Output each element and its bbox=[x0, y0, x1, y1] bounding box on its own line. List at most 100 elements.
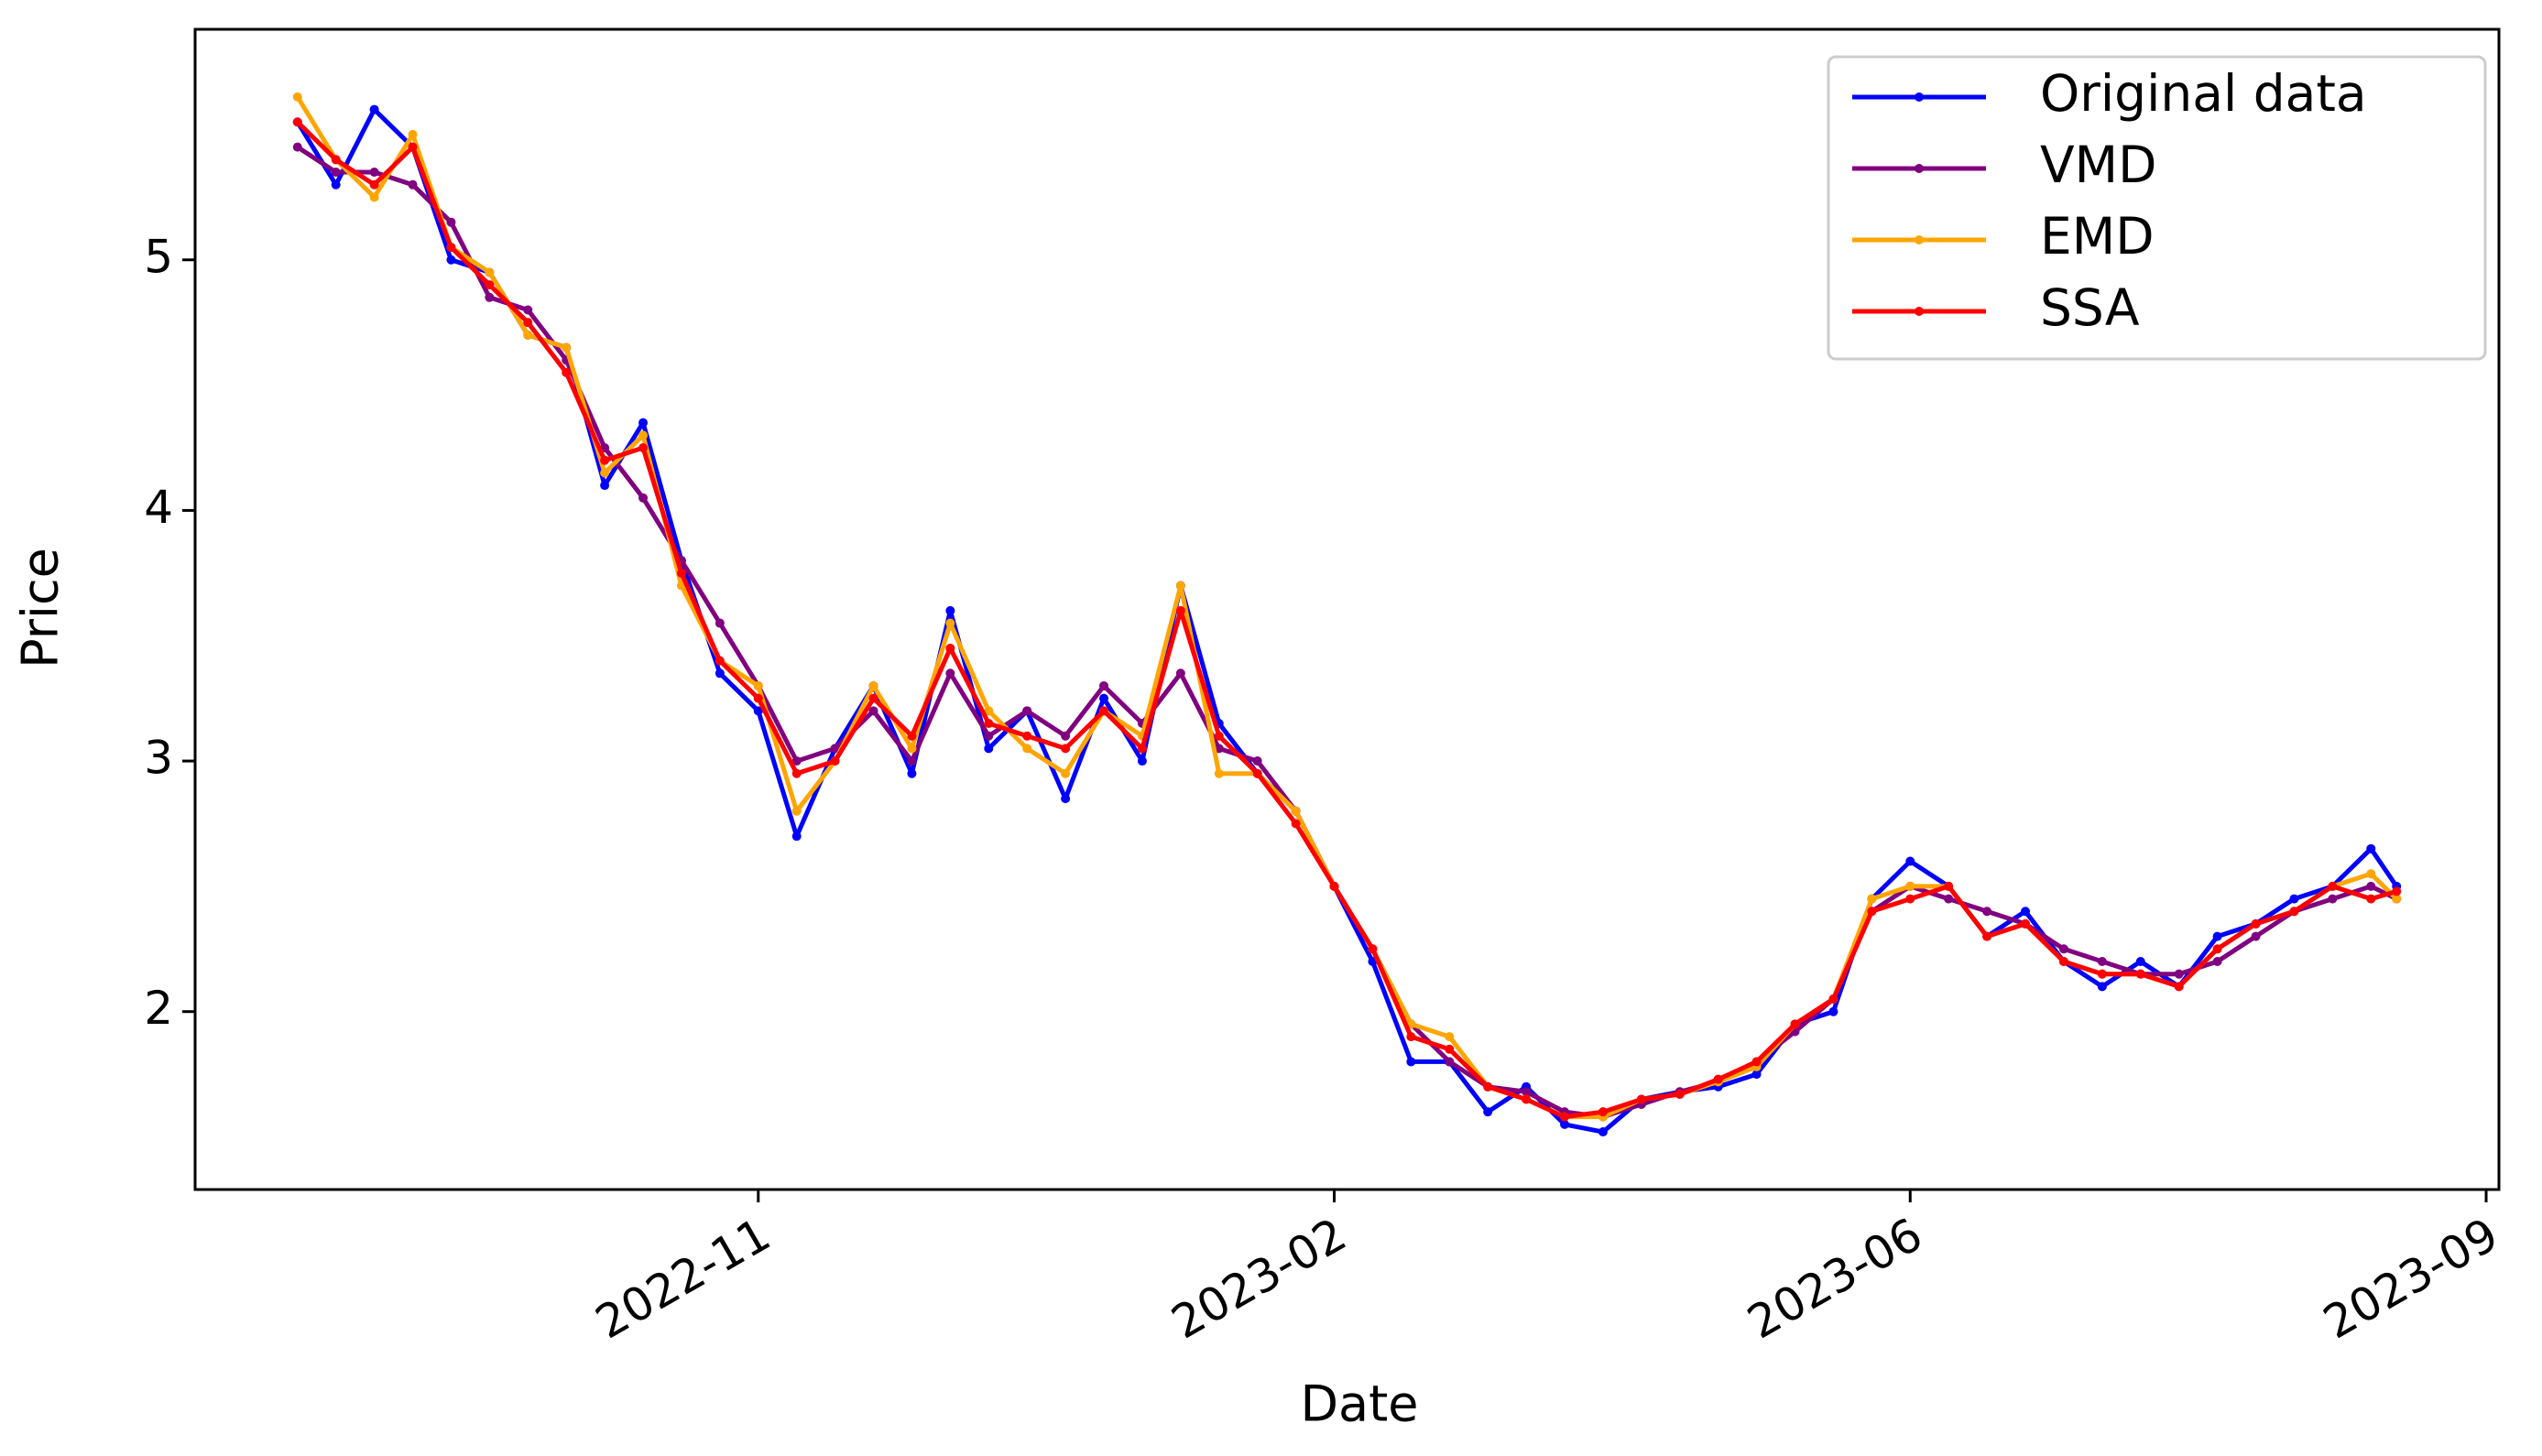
series-point bbox=[2097, 982, 2107, 992]
series-point bbox=[1828, 994, 1838, 1005]
series-point bbox=[2328, 881, 2338, 891]
series-point bbox=[2174, 982, 2184, 992]
series-point bbox=[868, 693, 878, 703]
series-point bbox=[1598, 1127, 1608, 1137]
series-point bbox=[2212, 944, 2222, 954]
series-point bbox=[369, 179, 379, 190]
series-point bbox=[1061, 744, 1071, 754]
legend-marker bbox=[1915, 164, 1924, 173]
series-point bbox=[638, 442, 649, 452]
series-point bbox=[523, 330, 533, 340]
series-point bbox=[1061, 794, 1071, 804]
legend-label: VMD bbox=[2040, 136, 2156, 194]
series-point bbox=[2392, 894, 2402, 904]
series-point bbox=[1867, 894, 1877, 904]
y-tick-label: 5 bbox=[144, 230, 173, 283]
series-point bbox=[446, 243, 456, 253]
series-point bbox=[1713, 1074, 1723, 1084]
series-point bbox=[1828, 1006, 1838, 1016]
series-point bbox=[791, 831, 802, 842]
series-point bbox=[1368, 944, 1378, 954]
series-point bbox=[446, 255, 456, 265]
series-point bbox=[1560, 1112, 1570, 1122]
legend-label: SSA bbox=[2040, 278, 2140, 337]
series-point bbox=[331, 167, 341, 177]
series-point bbox=[1445, 1057, 1455, 1067]
series-point bbox=[2212, 931, 2222, 941]
x-tick-label: 2022-11 bbox=[587, 1208, 780, 1350]
series-point bbox=[1022, 744, 1032, 754]
series-point bbox=[1636, 1094, 1646, 1104]
series-point bbox=[2289, 907, 2299, 917]
series-point bbox=[753, 706, 763, 716]
series-point bbox=[1061, 768, 1071, 778]
x-axis-label: Date bbox=[1300, 1375, 1418, 1433]
series-point bbox=[523, 318, 533, 328]
series-point bbox=[1675, 1090, 1685, 1100]
series-point bbox=[408, 142, 418, 152]
series-point bbox=[1252, 756, 1262, 766]
x-tick-label: 2023-06 bbox=[1739, 1208, 1931, 1350]
series-point bbox=[715, 668, 725, 679]
series-point bbox=[600, 481, 610, 491]
series-point bbox=[292, 92, 302, 102]
series-point bbox=[1406, 1032, 1416, 1042]
series-point bbox=[1291, 806, 1301, 816]
series-point bbox=[292, 117, 302, 127]
series-point bbox=[369, 192, 379, 202]
series-point bbox=[907, 756, 917, 766]
series-point bbox=[2251, 931, 2261, 941]
series-point bbox=[1867, 907, 1877, 917]
series-point bbox=[791, 756, 802, 766]
legend-box bbox=[1827, 55, 2487, 361]
x-tick-label: 2023-09 bbox=[2315, 1208, 2507, 1350]
series-point bbox=[1905, 881, 1915, 891]
series-point bbox=[638, 493, 649, 503]
series-point bbox=[1175, 581, 1185, 591]
legend-marker bbox=[1915, 235, 1924, 244]
series-point bbox=[408, 129, 418, 139]
series-point bbox=[2212, 956, 2222, 966]
series-point bbox=[369, 167, 379, 177]
series-point bbox=[1252, 768, 1262, 778]
series-point bbox=[945, 668, 955, 679]
series-point bbox=[2328, 894, 2338, 904]
series-point bbox=[2366, 894, 2376, 904]
y-tick-label: 2 bbox=[144, 982, 173, 1035]
series-point bbox=[1790, 1019, 1800, 1029]
series-point bbox=[1022, 731, 1032, 741]
series-point bbox=[984, 731, 994, 741]
series-point bbox=[562, 342, 572, 353]
series-point bbox=[485, 267, 495, 277]
series-point bbox=[2251, 918, 2261, 929]
series-point bbox=[830, 756, 840, 766]
series-point bbox=[446, 217, 456, 227]
series-point bbox=[1175, 605, 1185, 615]
legend-label: EMD bbox=[2040, 207, 2155, 266]
series-point bbox=[2097, 956, 2107, 966]
series-point bbox=[1905, 856, 1915, 866]
series-point bbox=[331, 179, 341, 190]
series-point bbox=[2366, 843, 2376, 853]
series-point bbox=[984, 706, 994, 716]
series-point bbox=[292, 142, 302, 152]
series-point bbox=[1751, 1070, 1762, 1080]
series-point bbox=[2058, 956, 2068, 966]
series-point bbox=[638, 430, 649, 440]
series-point bbox=[1944, 894, 1954, 904]
series-point bbox=[2289, 894, 2299, 904]
series-point bbox=[753, 680, 763, 690]
series-point bbox=[1560, 1119, 1570, 1129]
series-point bbox=[907, 768, 917, 778]
series-point bbox=[868, 680, 878, 690]
y-axis-label: Price bbox=[12, 548, 70, 668]
legend-marker bbox=[1915, 307, 1924, 316]
series-point bbox=[1751, 1057, 1762, 1067]
series-point bbox=[984, 719, 994, 729]
series-point bbox=[1483, 1107, 1493, 1117]
series-point bbox=[485, 292, 495, 302]
series-point bbox=[2097, 969, 2107, 979]
series-point bbox=[1982, 907, 1992, 917]
series-point bbox=[830, 744, 840, 754]
legend-label: Original data bbox=[2040, 64, 2367, 123]
